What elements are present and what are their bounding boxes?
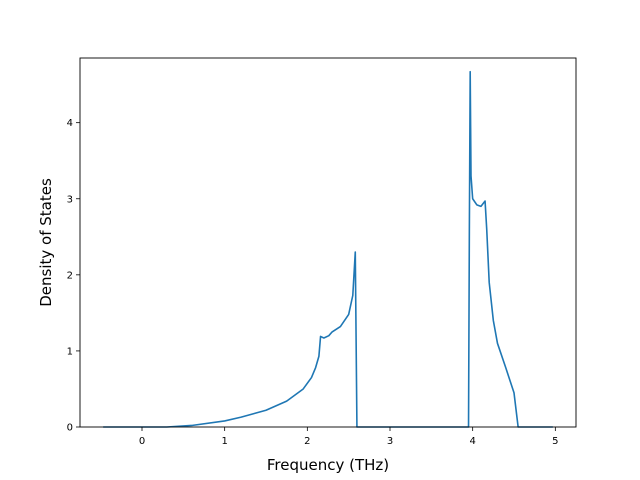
y-tick-label: 4: [67, 118, 73, 129]
x-tick-label: 2: [304, 436, 310, 447]
x-tick-label: 4: [469, 436, 475, 447]
x-tick-label: 1: [221, 436, 227, 447]
y-axis-label: Density of States: [37, 178, 55, 307]
y-tick-label: 0: [67, 423, 73, 434]
x-tick-label: 5: [552, 436, 558, 447]
y-tick-label: 2: [67, 270, 73, 281]
plot-area: [103, 70, 553, 428]
x-axis-label: Frequency (THz): [267, 456, 389, 474]
x-tick-label: 3: [387, 436, 393, 447]
y-tick-label: 3: [67, 194, 73, 205]
dos-series-line-0: [103, 70, 553, 428]
x-tick-label: 0: [139, 436, 145, 447]
y-tick-label: 1: [67, 346, 73, 357]
axes-frame: [79, 57, 577, 428]
axis-ticks: 0 1 2 3 4 5 0 1 2 3 4: [67, 118, 559, 447]
